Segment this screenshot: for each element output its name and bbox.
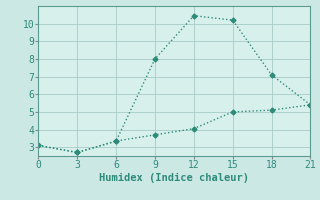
X-axis label: Humidex (Indice chaleur): Humidex (Indice chaleur) — [100, 173, 249, 183]
